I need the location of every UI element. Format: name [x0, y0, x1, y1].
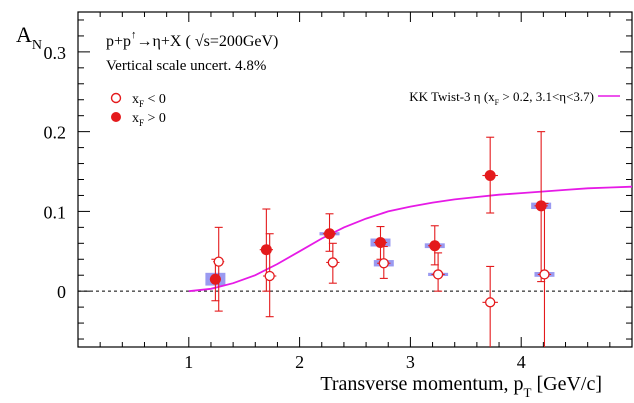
x-tick-label: 1: [184, 352, 193, 372]
legend-label-xf-negative: xF < 0: [132, 92, 166, 109]
chart-title: p+p↑→η+X ( √s=200GeV): [106, 29, 278, 50]
data-point-xf-negative: [379, 259, 388, 268]
y-axis-label: AN: [16, 22, 42, 53]
y-tick-label: 0.1: [44, 202, 67, 222]
theory-curve: [189, 187, 632, 292]
y-tick-label: 0: [57, 282, 66, 302]
data-point-xf-positive: [429, 240, 440, 251]
y-tick-label: 0.3: [44, 43, 67, 63]
data-point-xf-positive: [485, 170, 496, 181]
legend-marker-open: [112, 94, 121, 103]
legend-label-xf-positive: xF > 0: [132, 111, 166, 128]
data-point-xf-negative: [434, 270, 443, 279]
curve-legend: KK Twist-3 η (xF > 0.2, 3.1<η<3.7): [409, 89, 620, 107]
x-tick-label: 2: [295, 352, 304, 372]
data-point-xf-negative: [265, 272, 274, 281]
scale-uncertainty-note: Vertical scale uncert. 4.8%: [106, 58, 266, 74]
x-tick-label: 4: [517, 352, 526, 372]
data-point-xf-negative: [214, 257, 223, 266]
data-point-xf-positive: [324, 228, 335, 239]
data-point-xf-negative: [328, 258, 337, 267]
x-axis-label: Transverse momentum, pT [GeV/c]: [320, 373, 602, 400]
x-tick-label: 3: [406, 352, 415, 372]
legend-marker-filled: [111, 112, 121, 122]
y-tick-label: 0.2: [44, 123, 67, 143]
data-point-xf-negative: [486, 298, 495, 307]
legend: xF < 0 xF > 0: [111, 92, 166, 128]
curve-legend-label: KK Twist-3 η (xF > 0.2, 3.1<η<3.7): [409, 89, 594, 107]
data-point-xf-negative: [540, 270, 549, 279]
